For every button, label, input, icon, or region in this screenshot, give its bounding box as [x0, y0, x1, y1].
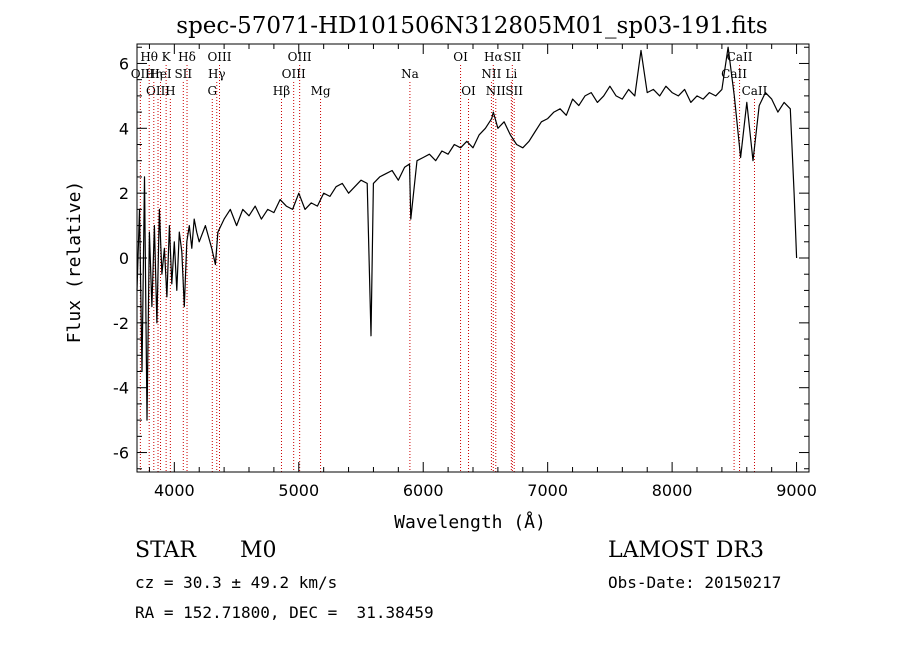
line-marker-label: OIII	[146, 84, 170, 98]
line-marker-label: OI	[453, 50, 468, 64]
line-marker-label: SII	[174, 67, 192, 81]
line-marker-label: K	[162, 50, 172, 64]
survey-name: LAMOST DR3	[608, 538, 764, 563]
line-marker-label: OIII	[288, 50, 312, 64]
line-marker-label: Mg	[311, 84, 331, 98]
line-marker-label: HeI	[149, 67, 172, 81]
plot-frame	[136, 43, 810, 473]
y-tick-label: 2	[119, 184, 129, 203]
y-tick-label: 0	[119, 249, 129, 268]
line-marker-label: Na	[401, 67, 419, 81]
x-axis-label: Wavelength (Å)	[394, 511, 546, 533]
object-type: STAR	[135, 538, 196, 563]
line-marker-label: NII	[486, 84, 506, 98]
observation-date: Obs-Date: 20150217	[608, 573, 782, 592]
y-tick-label: -4	[113, 379, 129, 398]
chart-title: spec-57071-HD101506N312805M01_sp03-191.f…	[176, 13, 767, 39]
spectrum-series	[136, 46, 798, 421]
axes: 4000 5000 6000 7000 8000 9000 -6 -4 -2 0 2 4 6	[113, 43, 817, 500]
line-marker-label: CaII	[742, 84, 768, 98]
line-marker-label: OIII	[207, 50, 231, 64]
line-marker-label: Hθ	[140, 50, 158, 64]
line-marker-label: Hδ	[178, 50, 196, 64]
y-tick-label: -2	[113, 314, 129, 333]
line-marker-label: Hβ	[273, 84, 290, 98]
line-marker-label: SII	[503, 50, 521, 64]
line-marker-label: Hγ	[208, 67, 226, 81]
sky-coordinates: RA = 152.71800, DEC = 31.38459	[135, 603, 434, 622]
line-marker-label: Hα	[484, 50, 503, 64]
line-marker-label: CaII	[721, 67, 747, 81]
line-marker-label: OIII	[282, 67, 306, 81]
redshift-velocity: cz = 30.3 ± 49.2 km/s	[135, 573, 338, 592]
line-marker-label: Li	[505, 67, 517, 81]
spectrum-line	[136, 46, 798, 421]
spectral-subclass: M0	[240, 538, 277, 563]
line-marker-label: OII	[131, 67, 151, 81]
line-marker-label: SII	[505, 84, 523, 98]
y-tick-label: 4	[119, 119, 129, 138]
y-tick-label: -6	[113, 444, 129, 463]
line-marker-label: OI	[461, 84, 476, 98]
x-tick-label: 9000	[776, 481, 817, 500]
x-tick-label: 6000	[403, 481, 444, 500]
x-tick-label: 5000	[278, 481, 319, 500]
y-axis-label: Flux (relative)	[64, 181, 85, 344]
x-tick-label: 4000	[154, 481, 195, 500]
line-marker-label: G	[207, 84, 217, 98]
line-marker-label: H	[165, 84, 175, 98]
line-marker-label: CaII	[727, 50, 753, 64]
x-tick-label: 8000	[652, 481, 693, 500]
line-marker-label: Hη	[145, 67, 163, 81]
x-tick-label: 7000	[527, 481, 568, 500]
y-tick-label: 6	[119, 54, 129, 73]
line-marker-label: NII	[481, 67, 501, 81]
